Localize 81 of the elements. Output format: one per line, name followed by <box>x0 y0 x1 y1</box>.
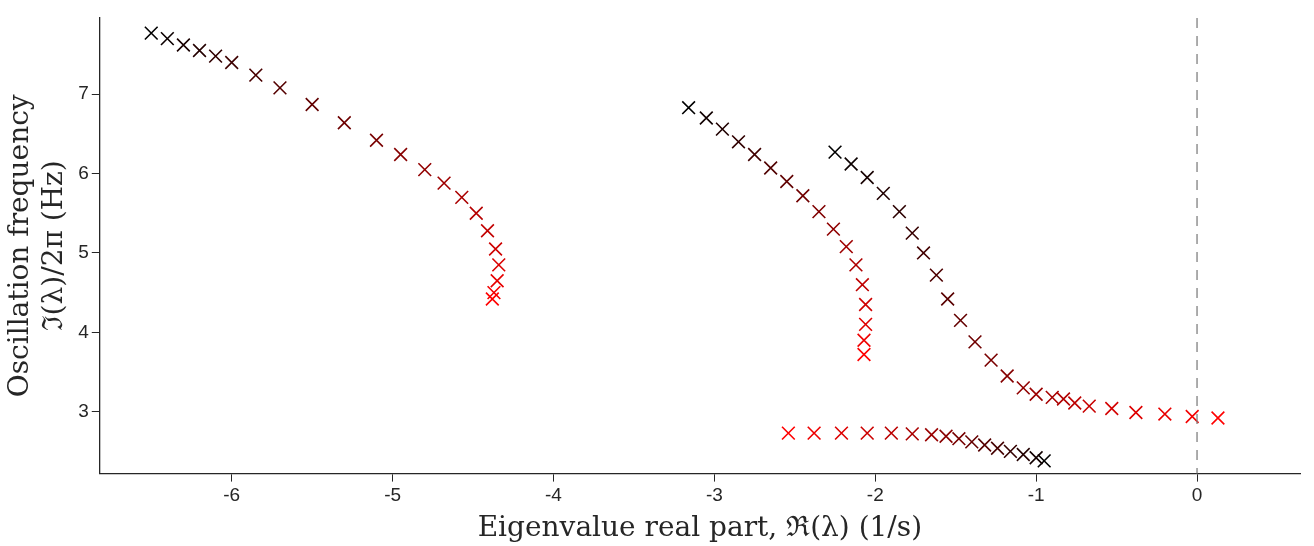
point <box>304 97 320 112</box>
point <box>938 429 954 444</box>
x-axis-title: Eigenvalue real part, ℜ(λ) (1/s) <box>477 510 923 544</box>
point <box>393 147 408 162</box>
point <box>1028 387 1044 402</box>
point <box>983 352 999 368</box>
x-tick-label: -5 <box>384 484 402 506</box>
point <box>1016 380 1031 396</box>
point <box>1045 390 1060 405</box>
point <box>940 291 955 307</box>
point <box>843 156 859 172</box>
point <box>1157 406 1173 422</box>
point <box>1185 409 1200 424</box>
point <box>1067 395 1082 411</box>
point <box>763 160 778 176</box>
point <box>1082 398 1097 414</box>
point <box>486 285 502 300</box>
point <box>806 425 822 441</box>
point <box>826 221 841 237</box>
point <box>480 223 495 238</box>
point <box>916 245 931 261</box>
point <box>490 273 505 288</box>
point <box>176 37 191 53</box>
point <box>876 186 891 201</box>
point <box>905 225 920 241</box>
point <box>795 188 811 203</box>
y-tick-label: 7 <box>78 82 89 104</box>
point <box>436 175 452 191</box>
point <box>192 43 207 58</box>
point <box>858 297 873 312</box>
point <box>747 147 762 162</box>
point <box>1028 450 1044 465</box>
point <box>224 55 239 70</box>
point <box>924 427 939 442</box>
point <box>369 133 384 148</box>
x-tick-label: -2 <box>866 484 884 506</box>
point <box>491 257 506 273</box>
point <box>469 206 484 221</box>
point <box>834 425 849 441</box>
point <box>964 434 979 450</box>
point <box>839 239 854 254</box>
point <box>990 441 1005 456</box>
point <box>699 110 714 126</box>
point <box>488 241 503 257</box>
x-tick-label: -3 <box>705 484 723 506</box>
point <box>860 170 875 185</box>
point <box>848 257 864 273</box>
point <box>855 277 870 292</box>
x-tick-label: -4 <box>545 484 563 506</box>
x-tick-label: -6 <box>223 484 241 506</box>
point <box>811 204 827 219</box>
point <box>715 121 730 137</box>
point <box>1003 444 1018 459</box>
y-tick-label: 6 <box>78 161 89 183</box>
point <box>731 134 746 149</box>
x-tick-label: -1 <box>1027 484 1045 506</box>
point <box>953 313 968 328</box>
point <box>858 317 873 332</box>
point <box>417 162 432 177</box>
point <box>951 431 967 446</box>
point <box>967 334 983 350</box>
point <box>892 204 907 219</box>
point <box>1104 401 1119 416</box>
y-tick-label: 3 <box>78 399 89 421</box>
point <box>884 425 899 441</box>
point <box>1128 405 1144 420</box>
point <box>337 115 352 130</box>
y-tick-label: 4 <box>78 320 90 342</box>
point <box>1056 391 1071 407</box>
point <box>860 425 875 441</box>
point <box>1000 368 1015 384</box>
y-axis-title: Oscillation frequency ℑ(λ)/2π (Hz) <box>2 94 69 398</box>
point <box>856 333 872 348</box>
point <box>248 67 263 83</box>
point <box>929 268 944 283</box>
y-tick-label: 5 <box>78 241 89 263</box>
point <box>208 48 223 64</box>
point <box>779 174 794 189</box>
point <box>160 31 175 46</box>
x-tick-label: 0 <box>1191 484 1203 506</box>
point <box>1016 447 1031 462</box>
